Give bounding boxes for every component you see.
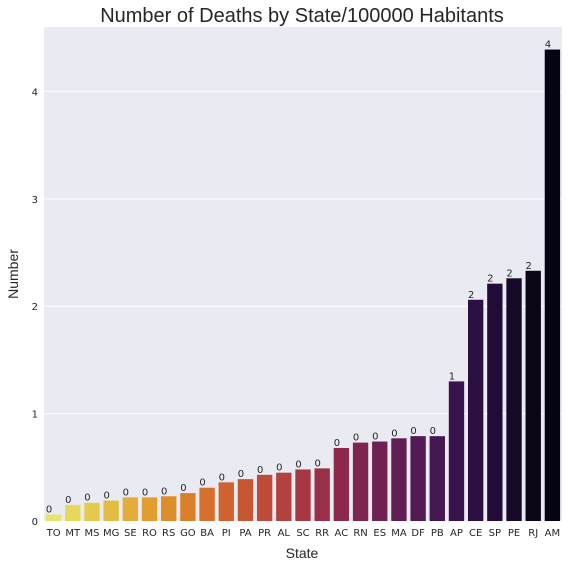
x-tick-label: RO [142, 528, 157, 539]
bar-value-label: 0 [334, 438, 340, 449]
bar-value-label: 1 [449, 371, 455, 382]
bar-se [122, 497, 139, 521]
bar-pr [256, 474, 273, 521]
bar-rj [525, 270, 541, 521]
bar-value-label: 0 [161, 486, 167, 497]
bar-value-label: 2 [468, 290, 474, 301]
bar-pb [429, 436, 445, 521]
x-tick-labels: TO MT MS MG SE RO RS GO BA PI PA PR AL SC RR AC RN ES MA DF… [46, 528, 561, 539]
bar-go [180, 493, 196, 521]
bar-to [45, 514, 62, 521]
bar-value-label: 4 [545, 40, 551, 51]
bar-pi [218, 482, 234, 521]
bars-group [45, 49, 561, 521]
bar-value-label: 0 [65, 495, 71, 506]
bar-labels-group: 0 0 0 0 0 0 0 0 0 0 0 0 0 0 0 0 0 0 0 0 0 1 2 2 2 2 4 [46, 40, 551, 516]
bar-value-label: 0 [257, 465, 263, 476]
x-axis-label: State [286, 545, 319, 561]
bar-rs [161, 496, 177, 521]
x-tick-label: PB [431, 528, 444, 539]
x-tick-label: RR [315, 528, 329, 539]
bar-value-label: 2 [506, 268, 512, 279]
bar-rn [352, 442, 369, 521]
bar-value-label: 0 [199, 478, 205, 489]
x-tick-label: SC [296, 528, 309, 539]
bar-value-label: 2 [487, 274, 493, 285]
bar-df [410, 436, 426, 521]
bar-value-label: 0 [430, 426, 436, 437]
x-tick-label: TO [46, 528, 61, 539]
x-tick-label: AC [335, 528, 349, 539]
bar-ms [84, 502, 100, 521]
bar-value-label: 2 [526, 261, 532, 272]
bar-value-label: 0 [180, 483, 186, 494]
x-tick-label: MA [391, 528, 407, 539]
y-tick-label: 3 [32, 195, 38, 206]
bar-value-label: 0 [295, 459, 301, 470]
bar-value-label: 0 [46, 505, 52, 516]
bar-value-label: 0 [315, 458, 321, 469]
bar-value-label: 0 [123, 487, 129, 498]
x-tick-label: MT [65, 528, 81, 539]
plot-background [44, 27, 562, 521]
bar-value-label: 0 [219, 472, 225, 483]
x-tick-label: PR [258, 528, 271, 539]
bar-ac [333, 447, 350, 521]
bar-value-label: 0 [276, 463, 282, 474]
bar-value-label: 0 [142, 487, 148, 498]
x-tick-label: MG [103, 528, 119, 539]
bar-ap [448, 381, 465, 521]
bar-mt [65, 504, 81, 521]
bar-pa [237, 479, 254, 521]
bar-pe [506, 278, 522, 521]
y-tick-label: 1 [32, 410, 38, 421]
bar-ro [141, 497, 158, 521]
x-tick-label: SE [124, 528, 137, 539]
bar-value-label: 0 [372, 432, 378, 443]
x-tick-label: AP [450, 528, 463, 539]
bar-sc [295, 469, 311, 521]
bar-ba [199, 487, 215, 521]
bar-mg [103, 500, 119, 521]
x-tick-label: RN [353, 528, 367, 539]
x-tick-label: BA [200, 528, 214, 539]
bar-value-label: 0 [84, 493, 90, 504]
bar-value-label: 0 [410, 426, 416, 437]
bar-al [276, 472, 292, 521]
x-tick-label: AL [278, 528, 291, 539]
bar-value-label: 0 [103, 491, 109, 502]
x-tick-label: AM [545, 528, 560, 539]
x-tick-label: RS [162, 528, 175, 539]
y-tick-label: 2 [32, 302, 38, 313]
bar-am [544, 49, 561, 521]
x-tick-label: SP [489, 528, 501, 539]
chart-title: Number of Deaths by State/100000 Habitan… [100, 5, 504, 27]
bar-sp [487, 283, 503, 521]
x-tick-label: MS [84, 528, 99, 539]
x-tick-label: PA [239, 528, 251, 539]
y-tick-label: 0 [32, 517, 38, 528]
x-tick-label: PI [222, 528, 231, 539]
bar-ce [467, 299, 484, 521]
bar-value-label: 0 [391, 428, 397, 439]
x-tick-label: ES [373, 528, 386, 539]
x-tick-label: GO [180, 528, 196, 539]
y-tick-label: 4 [32, 87, 38, 98]
bar-value-label: 0 [238, 469, 244, 480]
bar-ma [391, 438, 407, 521]
bar-value-label: 0 [353, 433, 359, 444]
y-tick-labels: 0 1 2 3 4 [32, 87, 38, 528]
bar-rr [314, 468, 330, 521]
x-tick-label: RJ [528, 528, 538, 539]
x-tick-label: DF [411, 528, 425, 539]
bar-es [372, 441, 388, 521]
y-axis-label: Number [5, 249, 21, 299]
x-tick-label: CE [469, 528, 482, 539]
x-tick-label: PE [508, 528, 520, 539]
